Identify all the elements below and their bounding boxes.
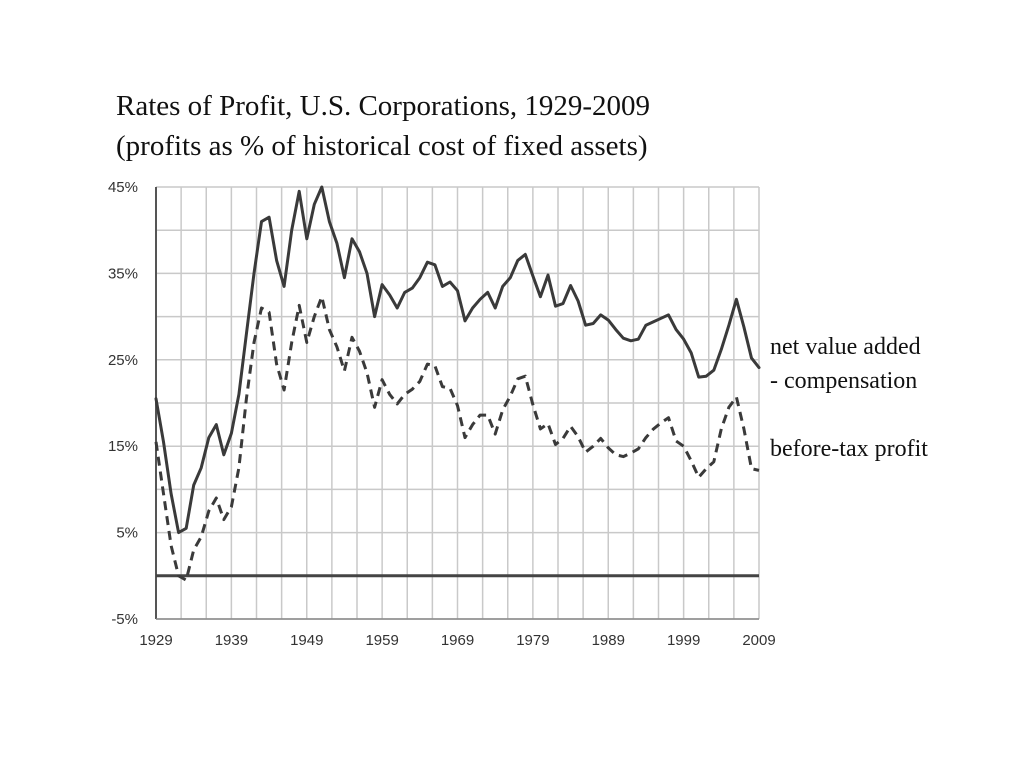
y-tick-label: 5% [116,525,138,542]
tick-labels: 45% 35% 25% 15% 5% -5%1929 1939 1949 1959 1969 197… [108,179,776,649]
grid-lines [155,186,760,620]
series-line-net-value-added [154,185,761,535]
series-label-net-value-added: net value added - compensation [770,330,921,398]
x-tick-label: 1979 [516,632,549,649]
y-tick-label: 25% [108,352,138,369]
series-line-before-tax-profit [154,295,760,582]
y-tick-label: 15% [108,438,138,455]
x-tick-label: 1999 [667,632,700,649]
x-tick-label: 1969 [441,632,474,649]
x-tick-label: 1989 [592,632,625,649]
series-lines [154,185,761,582]
y-tick-label: 45% [108,179,138,196]
series-label-line-2: - compensation [770,368,918,394]
x-tick-label: 1949 [290,632,323,649]
x-tick-label: 1929 [139,632,172,649]
chart-title: Rates of Profit, U.S. Corporations, 1929… [116,90,651,122]
chart-title-block: Rates of Profit, U.S. Corporations, 1929… [116,86,836,166]
x-tick-label: 1959 [365,632,398,649]
x-tick-label: 1939 [215,632,248,649]
series-label-before-tax-profit: before-tax profit [770,432,928,466]
chart-subtitle: (profits as % of historical cost of fixe… [116,130,648,162]
series-label-line-1: before-tax profit [770,436,928,462]
y-tick-label: -5% [111,611,138,628]
series-label-line-1: net value added [770,334,921,360]
y-tick-label: 35% [108,265,138,282]
x-tick-label: 2009 [742,632,775,649]
